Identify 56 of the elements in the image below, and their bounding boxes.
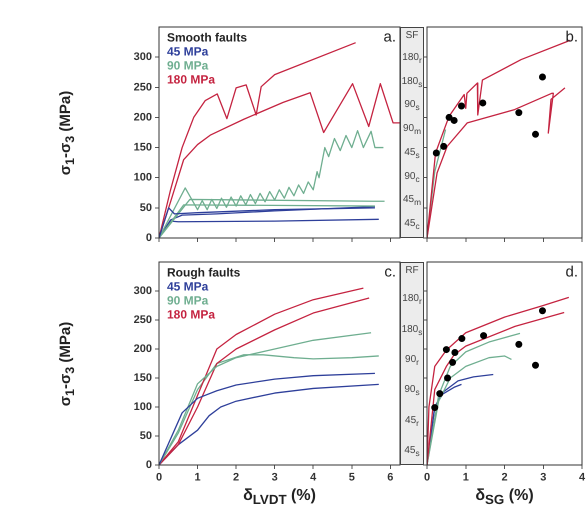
x-axis-title: δ$_{SG}$ (%) (474, 487, 535, 508)
text: 45$_{c}$ (404, 218, 420, 231)
text: 90 MPa (167, 58, 209, 72)
x-tick-label: 2 (233, 472, 240, 484)
chart-title: b. (565, 28, 578, 46)
text: 180$_{r}$ (402, 52, 422, 65)
y-tick-label: 250 (134, 81, 152, 94)
text: 90$_{r}$ (405, 354, 419, 367)
y-tick-label: 300 (134, 51, 152, 64)
y-tick-label: 150 (134, 372, 152, 384)
x-tick-label: 0 (424, 472, 430, 484)
x-tick-label: 5 (348, 472, 355, 484)
y-tick-label: 100 (134, 172, 152, 184)
y-tick-label: 0 (146, 232, 152, 244)
text: 45$_{s}$ (404, 146, 420, 160)
y-tick-label: 250 (134, 314, 152, 326)
y-tick-label: 200 (134, 111, 152, 124)
text: 45$_{s}$ (404, 444, 420, 458)
x-tick-label: 3 (272, 472, 278, 484)
text: 180$_{r}$ (402, 293, 422, 306)
x-tick-label: 0 (156, 472, 162, 484)
text: 90$_{s}$ (404, 99, 420, 112)
text: SF (406, 30, 418, 41)
text: 90 MPa (167, 293, 209, 308)
y-tick-label: 50 (140, 430, 152, 442)
x-tick-label: 1 (462, 472, 469, 484)
legend-title: Smooth faults (167, 30, 248, 44)
x-tick-label: 4 (310, 472, 318, 484)
series-label: 180 MPa (167, 72, 216, 86)
chart-title: a. (383, 28, 396, 46)
text: 45 MPa (167, 279, 209, 294)
text: 90$_{c}$ (404, 170, 420, 184)
text: RF (405, 265, 419, 276)
text: 180$_{s}$ (402, 324, 422, 337)
y-tick-label: 200 (134, 343, 152, 356)
x-tick-label: 4 (578, 472, 586, 484)
x-tick-label: 2 (501, 472, 508, 484)
x-axis-title: δ$_{LVDT}$ (%) (242, 487, 317, 508)
y-tick-label: 0 (146, 459, 152, 472)
y-tick-label: 300 (134, 285, 152, 298)
series-label: 180 MPa (167, 307, 216, 322)
chart-title: c. (384, 264, 396, 281)
y-tick-label: 50 (140, 202, 152, 214)
text: 180$_{s}$ (402, 76, 422, 88)
text: 45 MPa (167, 44, 209, 58)
chart-title: d. (565, 264, 578, 281)
text: 45$_{m}$ (402, 194, 422, 208)
y-tick-label: 150 (134, 142, 152, 154)
text: 90$_{m}$ (402, 123, 422, 136)
x-tick-label: 1 (194, 472, 201, 484)
x-tick-label: 3 (540, 472, 546, 484)
x-tick-label: 6 (387, 472, 394, 484)
y-tick-label: 100 (134, 401, 152, 414)
text: 90$_{s}$ (404, 384, 420, 398)
text: 45$_{r}$ (405, 414, 419, 428)
legend-title: Rough faults (167, 265, 241, 280)
